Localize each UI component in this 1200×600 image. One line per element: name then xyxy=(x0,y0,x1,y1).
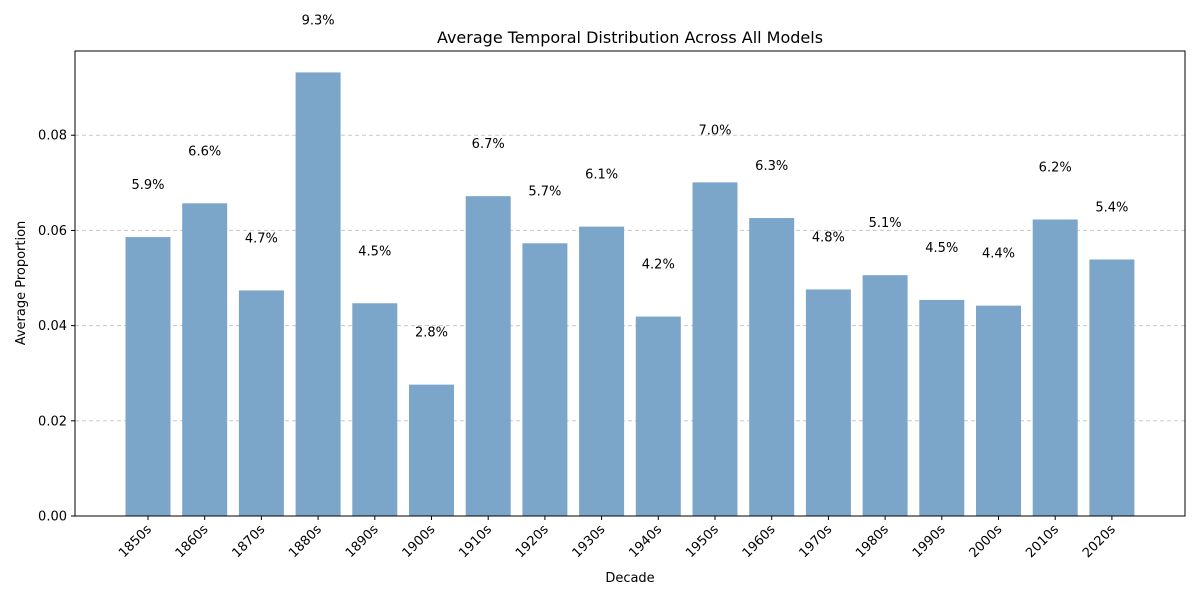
bar-1910s xyxy=(465,196,511,517)
x-axis-label: Decade xyxy=(605,571,654,586)
bar-1930s xyxy=(579,226,625,516)
data-label: 4.5% xyxy=(358,244,391,259)
data-label: 4.2% xyxy=(642,258,675,273)
x-axis: 1850s 1860s 1870s 1880s 1890s 1900s 1910s 1920s… xyxy=(116,516,1119,561)
chart-title: Average Temporal Distribution Across All… xyxy=(437,28,823,47)
y-axis-label: Average Proportion xyxy=(14,221,29,346)
data-label: 2.8% xyxy=(415,326,448,341)
x-tick-label: 1930s xyxy=(570,522,609,561)
x-tick-label: 1850s xyxy=(116,522,155,561)
x-tick-label: 1880s xyxy=(286,522,325,561)
y-tick-label: 0.06 xyxy=(38,224,67,239)
data-label: 6.7% xyxy=(472,137,505,152)
bar-1950s xyxy=(692,182,738,516)
data-label: 9.3% xyxy=(302,13,335,28)
data-label: 5.9% xyxy=(131,178,164,193)
x-tick-label: 2000s xyxy=(967,522,1006,561)
x-tick-label: 1980s xyxy=(853,522,892,561)
x-tick-label: 1970s xyxy=(796,522,835,561)
x-tick-label: 2020s xyxy=(1080,522,1119,561)
bar-1970s xyxy=(805,289,851,516)
plot-frame xyxy=(74,50,1186,517)
bar-2020s xyxy=(1089,259,1135,516)
data-label: 4.4% xyxy=(982,247,1015,262)
x-tick-label: 1990s xyxy=(910,522,949,561)
data-label: 4.8% xyxy=(812,230,845,245)
bar-1920s xyxy=(522,243,568,516)
bar-1870s xyxy=(238,290,284,516)
data-label: 4.7% xyxy=(245,231,278,246)
data-label: 5.4% xyxy=(1095,200,1128,215)
data-label: 5.1% xyxy=(869,216,902,231)
x-tick-label: 1870s xyxy=(229,522,268,561)
data-label: 6.2% xyxy=(1039,160,1072,175)
bar-2000s xyxy=(976,305,1021,516)
x-tick-label: 1910s xyxy=(456,522,495,561)
x-tick-label: 1890s xyxy=(343,522,382,561)
data-labels: 5.9% 6.6% 4.7% 9.3% 4.5% 2.8% 6.7% 5.7% 6.1% 4.2%… xyxy=(131,13,1128,340)
x-tick-label: 1960s xyxy=(740,522,779,561)
bar-1960s xyxy=(749,218,795,516)
data-label: 7.0% xyxy=(698,123,731,138)
x-tick-label: 1860s xyxy=(173,522,212,561)
y-axis: 0.00 0.02 0.04 0.06 0.08 xyxy=(38,129,75,525)
x-tick-label: 1950s xyxy=(683,522,722,561)
bar-1850s xyxy=(125,237,171,516)
bar-1940s xyxy=(635,316,681,516)
y-tick-label: 0.02 xyxy=(38,414,67,429)
bar-1860s xyxy=(182,203,228,516)
y-tick-label: 0.04 xyxy=(38,319,67,334)
data-label: 5.7% xyxy=(528,184,561,199)
bar-2010s xyxy=(1032,219,1078,516)
data-label: 4.5% xyxy=(925,241,958,256)
bars xyxy=(125,72,1135,517)
data-label: 6.3% xyxy=(755,159,788,174)
y-tick-label: 0.08 xyxy=(38,129,67,144)
bar-1880s xyxy=(295,72,341,516)
bar-1980s xyxy=(862,275,908,516)
x-tick-label: 2010s xyxy=(1023,522,1062,561)
y-tick-label: 0.00 xyxy=(38,510,67,525)
x-tick-label: 1940s xyxy=(626,522,665,561)
bar-1890s xyxy=(352,303,398,516)
bar-1900s xyxy=(409,384,454,516)
data-label: 6.6% xyxy=(188,144,221,159)
x-tick-label: 1900s xyxy=(400,522,439,561)
data-label: 6.1% xyxy=(585,168,618,183)
x-tick-label: 1920s xyxy=(513,522,552,561)
bar-1990s xyxy=(919,299,965,516)
